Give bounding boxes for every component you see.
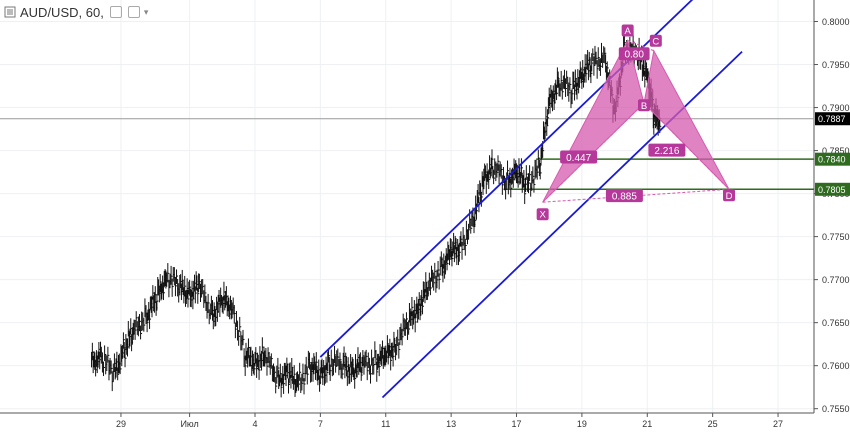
ratio-line-bd xyxy=(643,102,730,190)
chevron-down-icon[interactable]: ▾ xyxy=(143,6,149,17)
price-tick-label: 0.7650 xyxy=(822,318,850,328)
series-type-icon[interactable] xyxy=(4,6,16,18)
time-tick-label: 4 xyxy=(252,419,257,429)
price-label: 0.7840 xyxy=(818,155,846,165)
point-label-bg xyxy=(638,99,651,112)
time-tick-label: 13 xyxy=(446,419,456,429)
settings-icon[interactable] xyxy=(109,6,122,18)
price-label: 0.7887 xyxy=(818,114,846,124)
time-tick-label: 21 xyxy=(642,419,652,429)
time-tick-label: 17 xyxy=(512,419,522,429)
ratio-label-bg xyxy=(605,189,643,203)
chart-title: AUD/USD, 60, xyxy=(20,4,104,20)
price-label-bg xyxy=(815,182,850,196)
price-tick-label: 0.7750 xyxy=(822,232,850,242)
ratio-label: 2.216 xyxy=(654,146,679,157)
price-label-bg xyxy=(815,152,850,166)
time-tick-label: 7 xyxy=(318,419,323,429)
price-tick-label: 0.7600 xyxy=(822,361,850,371)
ratio-label-bg xyxy=(560,150,598,164)
point-label-bg xyxy=(536,208,549,221)
chart-header: AUD/USD, 60, ▾ xyxy=(4,4,148,20)
time-tick-label: 27 xyxy=(773,419,783,429)
time-tick-label: 29 xyxy=(116,419,126,429)
point-label: B xyxy=(641,101,647,112)
price-tick-label: 0.7950 xyxy=(822,60,850,70)
price-tick-label: 0.7900 xyxy=(822,103,850,113)
point-label: A xyxy=(624,26,631,37)
ratio-label: 0.885 xyxy=(612,192,637,203)
price-tick-label: 0.7700 xyxy=(822,275,850,285)
point-label: X xyxy=(539,210,546,221)
ratio-label: 0.80 xyxy=(624,50,644,61)
time-tick-label: Июл xyxy=(180,419,198,429)
ratio-line-xd xyxy=(542,188,730,203)
harmonic-pattern: 0.80 0.447 2.216 0.885 X A B C D xyxy=(536,24,736,221)
ratio-label-bg xyxy=(618,47,650,61)
time-tick-label: 11 xyxy=(381,419,390,429)
time-tick-label: 19 xyxy=(577,419,587,429)
ratio-label: 0.447 xyxy=(566,153,591,164)
point-label-bg xyxy=(649,34,662,47)
price-tick-label: 0.7550 xyxy=(822,404,850,414)
time-tick-label: 25 xyxy=(708,419,718,429)
price-label: 0.7805 xyxy=(818,185,846,195)
price-tick-label: 0.8000 xyxy=(822,17,850,27)
grid xyxy=(0,0,814,413)
point-label: C xyxy=(652,36,659,47)
ratio-label-bg xyxy=(648,143,686,157)
price-tick-label: 0.7850 xyxy=(822,146,850,156)
visibility-icon[interactable] xyxy=(127,6,140,18)
point-label: D xyxy=(726,191,733,202)
price-label-bg xyxy=(815,112,850,126)
point-label-bg xyxy=(621,24,634,37)
point-label-bg xyxy=(723,189,736,202)
